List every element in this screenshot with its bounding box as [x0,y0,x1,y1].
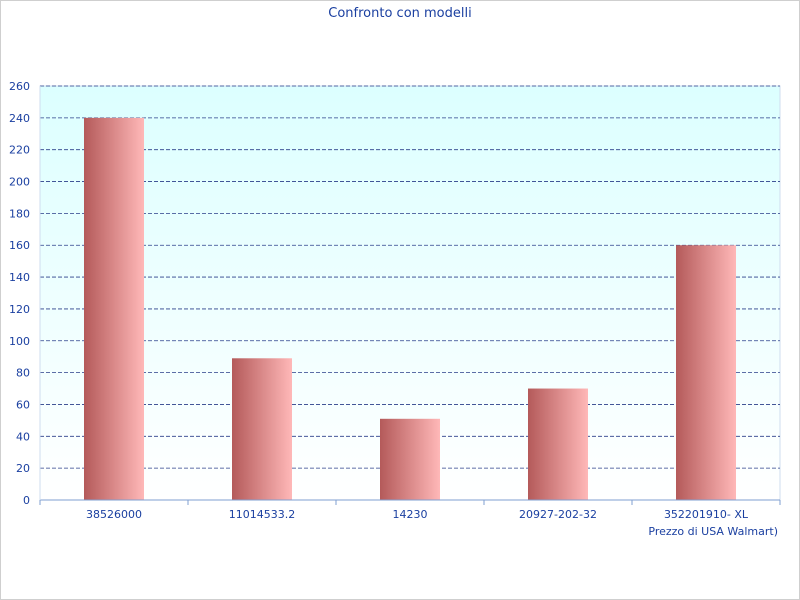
y-tick-label: 240 [9,112,30,125]
x-axis-ticks: 38526000 11014533.2 14230 20927-202-32 35220… [39,500,781,521]
x-tick-label: 38526000 [86,508,142,521]
y-tick-label: 160 [9,239,30,252]
x-tick-label: 352201910- XL [664,508,749,521]
y-tick-label: 60 [16,398,30,411]
bar [380,418,440,500]
chart-title: Confronto con modelli [328,6,471,21]
x-tick-label: 11014533.2 [229,508,295,521]
y-axis-ticks: 0 20 40 60 80 100 120 140 160 180 200 220 240 260 [9,80,30,507]
x-tick-label: 14230 [393,508,428,521]
y-tick-label: 80 [16,367,30,380]
y-tick-label: 140 [9,271,30,284]
x-tick-label: 20927-202-32 [519,508,597,521]
bars [84,117,736,500]
y-tick-label: 0 [23,494,30,507]
y-tick-label: 120 [9,303,30,316]
bar [84,117,144,500]
y-tick-label: 100 [9,335,30,348]
bar [528,388,588,500]
y-tick-label: 220 [9,144,30,157]
y-tick-label: 260 [9,80,30,93]
bar [676,245,736,500]
y-tick-label: 40 [16,430,30,443]
y-tick-label: 20 [16,462,30,475]
y-tick-label: 180 [9,207,30,220]
y-tick-label: 200 [9,176,30,189]
bar [232,358,292,500]
x-axis-label: Prezzo di USA Walmart) [648,525,778,538]
